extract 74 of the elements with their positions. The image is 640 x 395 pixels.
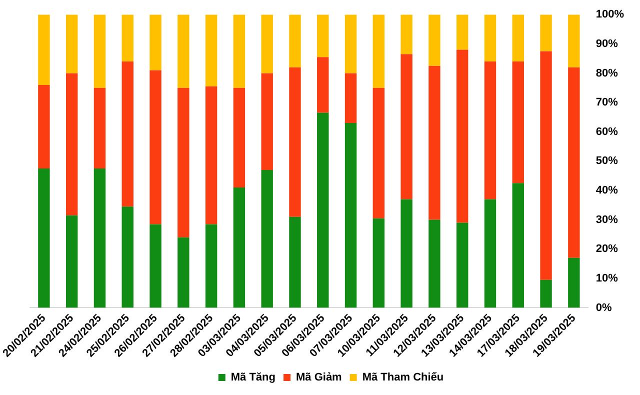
bar — [400, 14, 412, 54]
bar — [372, 218, 385, 308]
bar — [540, 280, 552, 308]
bar — [289, 67, 301, 217]
bar — [568, 258, 580, 308]
bar — [428, 14, 440, 66]
bar — [317, 14, 329, 58]
bar — [456, 50, 468, 223]
y-tick-label: 60% — [596, 126, 618, 138]
bar — [38, 168, 50, 308]
bar — [233, 188, 246, 308]
bar — [512, 183, 524, 308]
bar — [205, 14, 218, 86]
bar — [150, 224, 162, 308]
bar — [484, 14, 496, 62]
bar — [512, 62, 524, 184]
bar — [512, 14, 524, 62]
bar — [261, 170, 273, 308]
legend-label: Mã Tham Chiếu — [362, 372, 444, 384]
bar — [484, 199, 496, 308]
bar — [261, 14, 273, 74]
bar — [344, 14, 357, 74]
bar — [94, 88, 106, 168]
legend-label: Mã Giảm — [296, 372, 342, 384]
bar — [428, 66, 440, 220]
bar — [261, 73, 273, 170]
y-tick-label: 40% — [596, 184, 618, 197]
bar — [400, 199, 412, 308]
bar — [568, 67, 580, 258]
bar — [38, 14, 50, 85]
bar — [150, 14, 162, 70]
bar — [94, 14, 106, 88]
bar — [205, 224, 218, 308]
bar — [122, 206, 134, 308]
bar — [205, 86, 218, 224]
bar — [178, 88, 190, 238]
bar — [233, 88, 246, 188]
bar — [372, 14, 385, 88]
y-tick-label: 30% — [596, 214, 618, 226]
bar — [344, 123, 357, 308]
bar — [233, 14, 246, 88]
y-tick-label: 100% — [596, 8, 624, 21]
bar — [94, 168, 106, 308]
bar — [344, 73, 357, 124]
y-tick-label: 20% — [596, 243, 618, 256]
y-tick-label: 90% — [596, 38, 618, 50]
bar — [317, 112, 329, 308]
bar — [178, 237, 190, 308]
y-tick-label: 50% — [596, 155, 618, 168]
bar — [540, 51, 552, 280]
y-tick-label: 70% — [596, 96, 618, 109]
y-tick-label: 80% — [596, 67, 618, 80]
legend-label: Mã Tăng — [230, 372, 276, 384]
y-tick-label: 0% — [596, 302, 612, 314]
bar — [66, 14, 78, 74]
bar — [289, 216, 301, 308]
bar — [484, 62, 496, 200]
bar — [428, 220, 440, 308]
bar — [150, 70, 162, 224]
bar — [540, 14, 552, 52]
bar — [178, 14, 190, 88]
bar — [122, 62, 134, 207]
bar — [456, 14, 468, 50]
bar — [66, 73, 78, 216]
bar — [568, 14, 580, 68]
bar — [38, 84, 50, 168]
bar — [372, 88, 385, 218]
bar — [400, 54, 412, 200]
bar — [456, 222, 468, 308]
bar — [122, 14, 134, 62]
bar — [317, 57, 329, 113]
bar — [66, 215, 78, 308]
y-tick-label: 10% — [596, 272, 618, 284]
bar — [289, 14, 301, 68]
